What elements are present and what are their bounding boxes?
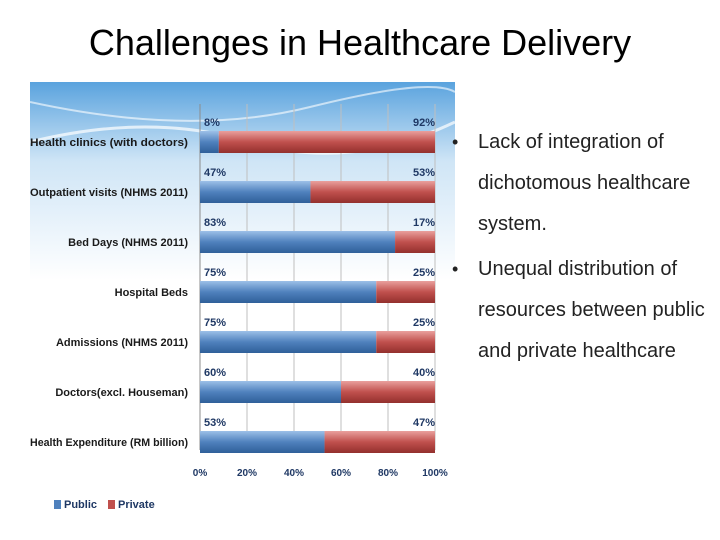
data-label-private: 25% xyxy=(413,267,435,279)
bar-private xyxy=(218,131,435,153)
bar-public xyxy=(200,431,325,453)
category-label: Bed Days (NHMS 2011) xyxy=(68,237,188,249)
data-label-private: 25% xyxy=(413,317,435,329)
data-label-public: 83% xyxy=(204,217,226,229)
bar-public xyxy=(200,281,377,303)
data-label-public: 8% xyxy=(204,117,220,129)
x-tick-label: 20% xyxy=(237,468,257,479)
bullet-dot-icon: • xyxy=(452,132,459,152)
bar-public xyxy=(200,131,219,153)
category-label: Health Expenditure (RM billion) xyxy=(30,437,188,449)
bar-public xyxy=(200,231,396,253)
category-label: Doctors(excl. Houseman) xyxy=(55,387,188,399)
data-label-public: 75% xyxy=(204,317,226,329)
background-swoosh xyxy=(30,86,455,122)
bullet-item: • Unequal distribution of resources betw… xyxy=(452,249,714,372)
legend-label-public: Public xyxy=(64,499,97,511)
x-tick-label: 0% xyxy=(193,468,208,479)
legend-label-private: Private xyxy=(118,499,155,511)
stacked-bar-chart: 8% 92% 47% 53% 83% 17% 75% 25% 75% 25% 60% 40% 53% 47… xyxy=(30,82,455,522)
bar-private xyxy=(376,281,435,303)
bullet-text: Lack of integration of dichotomous healt… xyxy=(478,131,691,235)
x-tick-label: 60% xyxy=(331,468,351,479)
data-label-private: 40% xyxy=(413,367,435,379)
bar-public xyxy=(200,381,341,403)
bullet-item: • Lack of integration of dichotomous hea… xyxy=(452,122,714,245)
category-label: Admissions (NHMS 2011) xyxy=(56,337,188,349)
category-label: Outpatient visits (NHMS 2011) xyxy=(30,187,188,199)
bar-public xyxy=(200,331,377,353)
bullet-dot-icon: • xyxy=(452,259,459,279)
data-label-private: 47% xyxy=(413,417,435,429)
bar-private xyxy=(310,181,435,203)
x-tick-label: 100% xyxy=(422,468,448,479)
data-label-public: 53% xyxy=(204,417,226,429)
bar-private xyxy=(324,431,435,453)
legend-swatch-private xyxy=(108,500,115,509)
slide-title: Challenges in Healthcare Delivery xyxy=(88,22,632,63)
data-label-public: 47% xyxy=(204,167,226,179)
data-label-private: 53% xyxy=(413,167,435,179)
bar-public xyxy=(200,181,311,203)
data-label-public: 60% xyxy=(204,367,226,379)
data-label-private: 92% xyxy=(413,117,435,129)
bar-private xyxy=(395,231,435,253)
x-tick-label: 80% xyxy=(378,468,398,479)
bullet-list: • Lack of integration of dichotomous hea… xyxy=(452,122,714,376)
chart-svg: 8% 92% 47% 53% 83% 17% 75% 25% 75% 25% 60% 40% 53% 47… xyxy=(30,82,455,522)
category-label: Hospital Beds xyxy=(115,287,188,299)
bar-private xyxy=(341,381,435,403)
x-tick-label: 40% xyxy=(284,468,304,479)
data-label-public: 75% xyxy=(204,267,226,279)
data-label-private: 17% xyxy=(413,217,435,229)
bullet-text: Unequal distribution of resources betwee… xyxy=(478,258,705,362)
category-label: Health clinics (with doctors) xyxy=(30,137,188,149)
legend-swatch-public xyxy=(54,500,61,509)
bar-private xyxy=(376,331,435,353)
